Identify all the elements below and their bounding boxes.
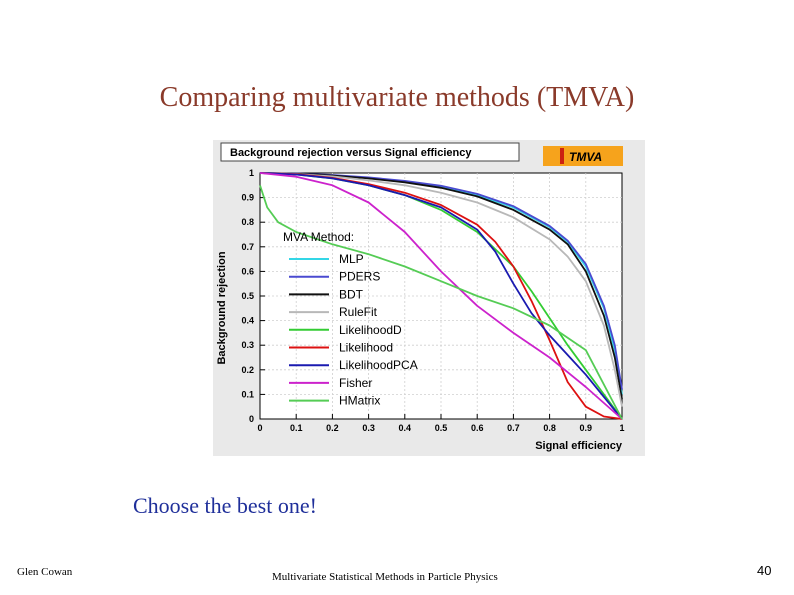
roc-chart-canvas: Background rejection versus Signal effic…: [216, 142, 625, 452]
legend: MVA Method: MLP PDERS BDT RuleFit Likelihood…: [283, 230, 418, 408]
series-line-bdt: [259, 172, 623, 400]
tmva-logo-mark: [560, 148, 564, 164]
y-tick-label: 0.9: [241, 193, 254, 203]
legend-label-pders: PDERS: [339, 270, 380, 284]
legend-label-likelihood: Likelihood: [339, 341, 393, 355]
tagline: Choose the best one!: [133, 493, 317, 518]
x-tick-label: 0.2: [326, 423, 339, 433]
y-axis-label: Background rejection: [216, 251, 228, 364]
legend-label-likelihoodpca: LikelihoodPCA: [339, 358, 418, 372]
y-tick-label: 1: [249, 168, 254, 178]
x-tick-label: 0.1: [290, 423, 303, 433]
x-axis-label: Signal efficiency: [535, 440, 623, 452]
x-tick-label: 0.7: [507, 423, 520, 433]
x-tick-label: 1: [619, 423, 624, 433]
tmva-logo-text: TMVA: [569, 150, 602, 164]
axis-ticks: 0 0.1 0.2 0.3 0.4 0.5 0.6 0.7 0.8 0.9 1 0 0.1 0.2 0.3 0…: [241, 168, 624, 433]
y-tick-label: 0.2: [241, 365, 254, 375]
legend-label-mlp: MLP: [339, 252, 364, 266]
y-tick-label: 0: [249, 414, 254, 424]
x-tick-label: 0.3: [362, 423, 375, 433]
y-tick-label: 0.8: [241, 217, 254, 227]
y-tick-label: 0.4: [241, 316, 254, 326]
roc-chart: Background rejection versus Signal effic…: [213, 140, 645, 456]
series-line-rulefit: [259, 172, 623, 407]
y-tick-label: 0.1: [241, 389, 254, 399]
legend-title: MVA Method:: [283, 230, 354, 244]
x-tick-label: 0.6: [471, 423, 484, 433]
y-tick-label: 0.7: [241, 242, 254, 252]
x-tick-label: 0.4: [399, 423, 412, 433]
legend-label-hmatrix: HMatrix: [339, 394, 380, 408]
series-lines: [259, 172, 623, 420]
legend-label-rulefit: RuleFit: [339, 305, 378, 319]
x-tick-label: 0.8: [543, 423, 556, 433]
x-tick-label: 0.5: [435, 423, 448, 433]
x-tick-label: 0: [257, 423, 262, 433]
series-line-hmatrix: [259, 185, 623, 420]
legend-label-likelihoodd: LikelihoodD: [339, 323, 402, 337]
chart-title: Background rejection versus Signal effic…: [230, 147, 472, 159]
legend-label-bdt: BDT: [339, 287, 364, 301]
series-line-likelihoodpca: [259, 172, 623, 420]
chart-title-box: [220, 142, 520, 162]
grid: [260, 173, 622, 419]
footer-course: Multivariate Statistical Methods in Part…: [272, 571, 498, 583]
y-tick-label: 0.6: [241, 266, 254, 276]
footer-author: Glen Cowan: [17, 566, 73, 578]
y-tick-label: 0.5: [241, 291, 254, 301]
x-tick-label: 0.9: [580, 423, 593, 433]
page-number: 40: [757, 563, 772, 578]
slide-title: Comparing multivariate methods (TMVA): [159, 82, 635, 113]
series-line-fisher: [259, 172, 623, 420]
y-tick-label: 0.3: [241, 340, 254, 350]
legend-label-fisher: Fisher: [339, 376, 372, 390]
